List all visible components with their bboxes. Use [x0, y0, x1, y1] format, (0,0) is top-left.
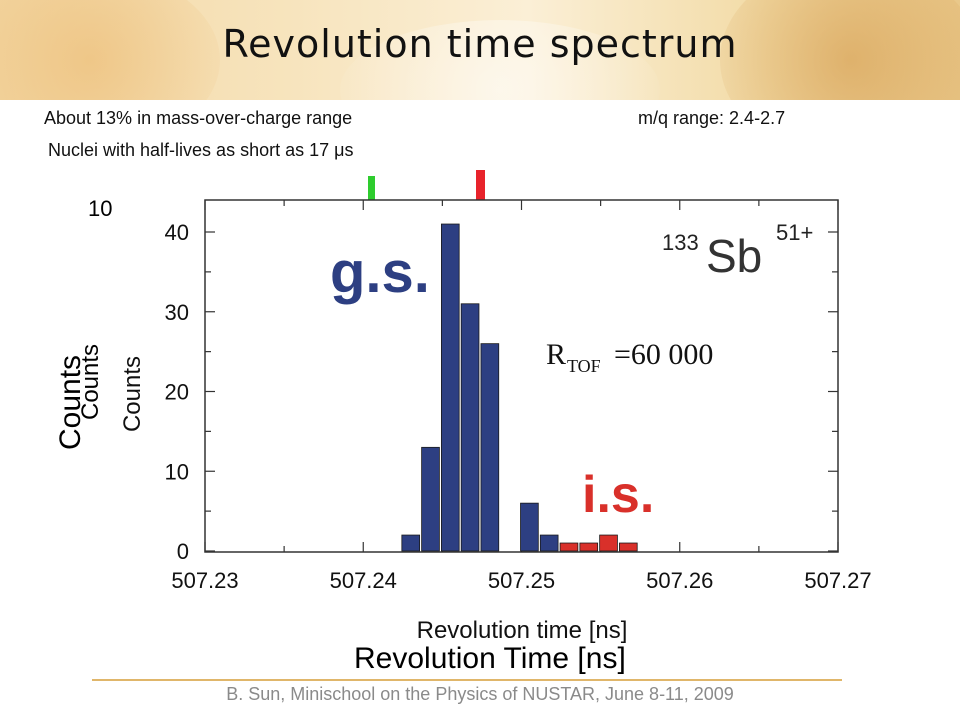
bar: [401, 534, 421, 552]
isotope-charge: 51+: [776, 220, 813, 245]
isotope-symbol: Sb: [706, 230, 762, 282]
info-mq-range: m/q range: 2.4-2.7: [638, 108, 786, 128]
red-marker: [476, 170, 485, 200]
resolution-annotation: R TOF =60 000: [546, 338, 713, 376]
banner-decoration: [720, 0, 960, 100]
is-label: i.s.: [582, 466, 654, 524]
x-axis-label: Revolution time [ns]: [417, 617, 628, 644]
x-tick-label: 507.27: [804, 568, 871, 593]
x-tick-label: 507.25: [488, 568, 555, 593]
bar: [599, 534, 618, 552]
x-tick-label: 507.26: [646, 568, 713, 593]
green-marker: [368, 176, 375, 202]
resolution-value: =60 000: [614, 338, 713, 371]
bar: [559, 542, 579, 552]
axis-ticks: [204, 200, 839, 552]
bar: [520, 502, 539, 552]
x-tick-label: 507.24: [330, 568, 397, 593]
y-tick-label: 10: [165, 459, 189, 484]
y-tick-label: 40: [165, 220, 189, 245]
isotope-mass: 133: [662, 230, 699, 255]
histogram-bars: [401, 223, 638, 552]
footer-text: B. Sun, Minischool on the Physics of NUS…: [226, 684, 734, 704]
overlay-x-label: Revolution Time [ns]: [354, 642, 626, 675]
bar: [539, 534, 559, 552]
bar: [440, 223, 460, 552]
plot-frame: [204, 199, 839, 553]
title-banner: [0, 0, 960, 100]
info-range-text: About 13% in mass-over-charge range: [44, 108, 353, 128]
overlay-counts-label: Counts: [54, 355, 87, 450]
gs-label: g.s.: [330, 240, 430, 305]
y-axis-label: Counts: [119, 356, 146, 432]
banner-decoration: [0, 0, 220, 100]
overlay-tick-label: 10: [88, 196, 112, 221]
bar: [421, 446, 440, 552]
overlay-counts-label-small: Counts: [77, 344, 104, 420]
info-half-lives: Nuclei with half-lives as short as 17 μs: [48, 140, 354, 160]
x-tick-label: 507.23: [171, 568, 238, 593]
tick-labels: 0 10 20 30 40 507.23 507.24 507.25 507.26 507.27: [165, 220, 872, 593]
y-tick-label: 0: [177, 539, 189, 564]
y-tick-label: 20: [165, 380, 189, 405]
resolution-subscript: TOF: [567, 356, 601, 376]
bar: [460, 303, 480, 552]
footer-divider: [92, 679, 842, 681]
resolution-r: R: [546, 338, 566, 371]
bar: [579, 542, 599, 552]
bar: [480, 343, 500, 552]
slide-title: Revolution time spectrum: [222, 22, 738, 66]
y-tick-label: 30: [165, 300, 189, 325]
bar: [619, 542, 638, 552]
